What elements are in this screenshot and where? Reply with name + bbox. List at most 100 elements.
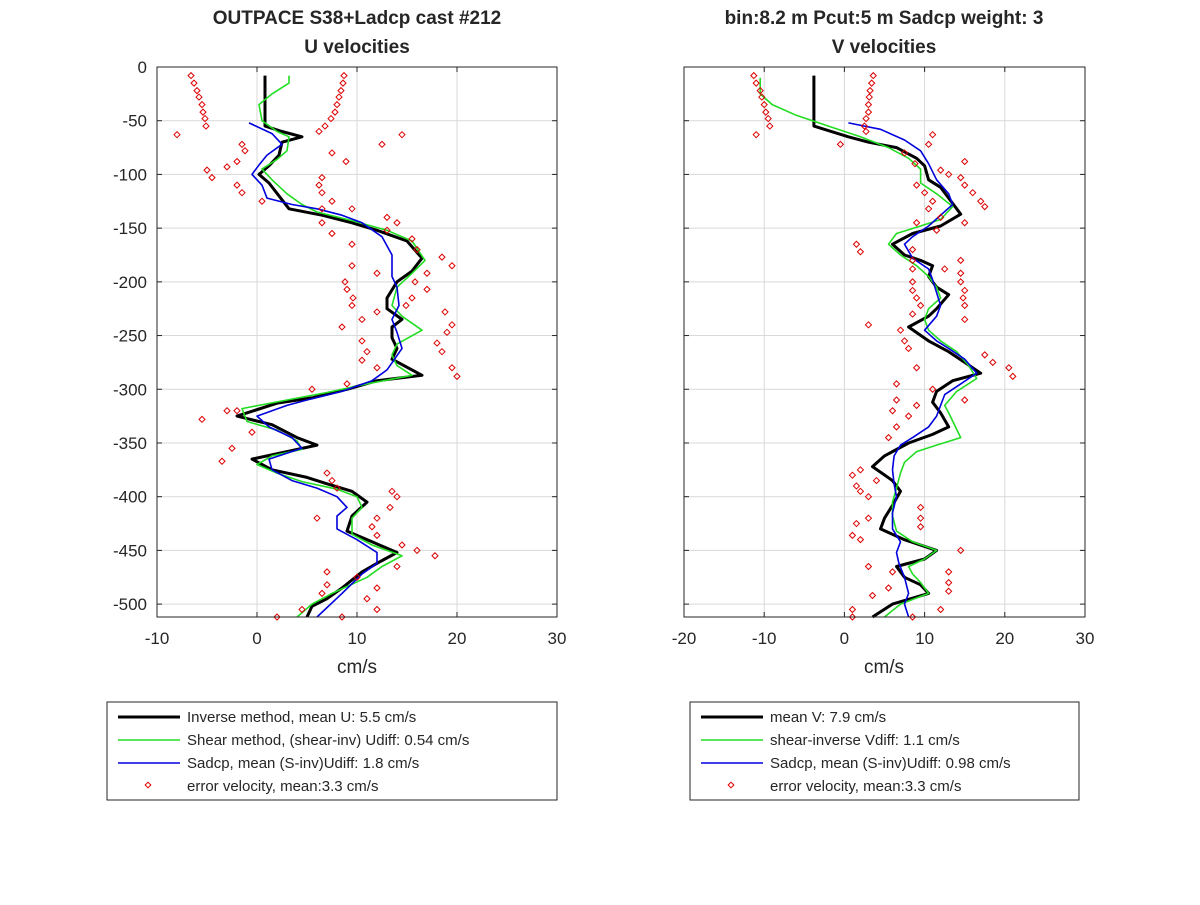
u-error-marker: [373, 269, 381, 277]
v-legend-sadcp: Sadcp, mean (S-inv)Udiff: 0.98 cm/s: [770, 755, 1011, 772]
u-error-marker: [335, 93, 343, 101]
v-error-marker: [856, 248, 865, 256]
u-error-marker: [195, 93, 203, 101]
v-x-tick-label: -10: [752, 629, 777, 648]
u-legend-sadcp: Sadcp, mean (S-inv)Udiff: 1.8 cm/s: [187, 755, 419, 772]
u-error-marker: [321, 122, 329, 130]
v-error-marker: [960, 301, 969, 310]
u-error-marker: [228, 444, 236, 453]
u-error-marker: [341, 278, 349, 286]
u-y-tick-label: -500: [113, 595, 147, 614]
u-error-marker: [337, 86, 345, 95]
v-error-marker: [944, 568, 953, 576]
u-error-marker: [402, 301, 410, 310]
v-panel-title-line2: V velocities: [832, 37, 937, 58]
v-error-marker: [766, 122, 774, 130]
u-error-marker: [373, 308, 381, 316]
v-error-marker: [896, 326, 905, 334]
v-error-marker: [908, 245, 917, 254]
v-error-marker: [956, 173, 965, 182]
v-error-marker: [904, 344, 913, 353]
v-error-marker: [888, 407, 897, 415]
u-error-marker: [411, 278, 419, 286]
v-error-marker: [852, 519, 861, 528]
v-error-marker: [892, 380, 901, 388]
v-error-marker: [911, 159, 919, 168]
v-error-marker: [762, 108, 770, 116]
u-error-marker: [339, 79, 347, 87]
u-panel-error-markers: [173, 71, 461, 621]
v-error-marker: [960, 286, 969, 295]
v-error-marker: [960, 219, 969, 227]
u-error-marker: [327, 114, 335, 123]
v-error-marker: [862, 114, 870, 123]
u-error-marker: [223, 407, 231, 415]
u-error-marker: [315, 127, 323, 136]
v-sadcp-line: [848, 122, 978, 618]
v-error-marker: [864, 321, 873, 329]
v-error-marker: [928, 385, 937, 393]
u-x-tick-label: 20: [448, 629, 467, 648]
u-error-marker: [398, 130, 406, 139]
u-error-marker: [202, 122, 210, 130]
v-error-marker: [866, 86, 874, 95]
u-legend-error: error velocity, mean:3.3 cm/s: [187, 778, 378, 795]
u-error-marker: [298, 605, 306, 614]
v-x-tick-label: 20: [995, 629, 1014, 648]
u-error-marker: [193, 86, 201, 95]
v-error-marker: [940, 265, 949, 273]
u-error-marker: [373, 605, 381, 614]
v-error-marker: [869, 71, 877, 80]
v-error-marker: [864, 492, 873, 501]
u-error-marker: [438, 253, 446, 261]
v-error-marker: [928, 130, 937, 139]
u-error-marker: [233, 157, 241, 166]
v-error-marker: [750, 71, 758, 80]
u-error-marker: [318, 205, 326, 213]
v-panel-x-axis-label: cm/s: [864, 657, 904, 678]
u-error-marker: [223, 163, 231, 171]
u-y-tick-label: -400: [113, 488, 147, 507]
v-error-marker: [908, 613, 917, 621]
v-error-marker: [916, 514, 925, 522]
u-error-marker: [190, 79, 198, 87]
u-error-marker: [348, 205, 356, 213]
u-error-marker: [448, 364, 456, 372]
u-panel-title-line2: U velocities: [304, 37, 410, 58]
u-error-marker: [413, 245, 421, 254]
v-error-marker: [908, 256, 917, 265]
v-error-marker: [888, 568, 897, 576]
u-error-marker: [398, 541, 406, 549]
v-error-marker: [912, 181, 921, 189]
v-x-tick-label: -20: [672, 629, 697, 648]
u-error-marker: [423, 269, 431, 277]
u-error-marker: [318, 188, 326, 197]
v-error-marker: [969, 188, 977, 197]
v-error-marker: [848, 605, 857, 614]
v-inverse-line: [812, 75, 983, 619]
u-error-marker: [313, 514, 321, 522]
v-panel-title-line1: bin:8.2 m Pcut:5 m Sadcp weight: 3: [725, 8, 1044, 29]
v-error-marker: [752, 79, 760, 87]
v-error-marker: [852, 482, 861, 490]
v-error-marker: [904, 412, 913, 420]
u-error-marker: [343, 285, 351, 294]
u-legend-shear: Shear method, (shear-inv) Udiff: 0.54 cm…: [187, 732, 469, 749]
v-panel-series: [759, 75, 983, 619]
u-y-tick-label: -250: [113, 327, 147, 346]
v-error-marker: [1005, 364, 1013, 372]
u-error-marker: [331, 108, 339, 116]
v-error-marker: [864, 100, 873, 109]
u-shear-line: [241, 75, 426, 618]
u-error-marker: [315, 181, 323, 189]
v-error-marker: [936, 166, 945, 174]
v-error-marker: [981, 351, 989, 359]
u-error-marker: [198, 100, 206, 109]
v-error-marker: [912, 219, 921, 227]
u-error-marker: [173, 130, 181, 139]
v-error-marker: [892, 396, 901, 404]
u-error-marker: [373, 514, 381, 522]
v-error-marker: [900, 149, 909, 157]
v-error-marker: [864, 562, 873, 571]
u-x-tick-label: -10: [145, 629, 170, 648]
